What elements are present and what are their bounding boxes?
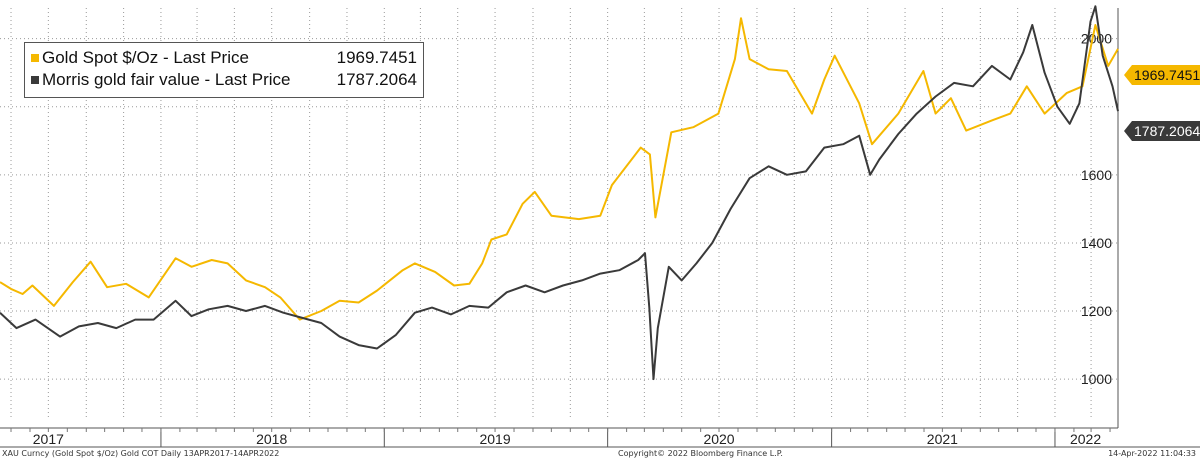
chart-legend: Gold Spot $/Oz - Last Price 1969.7451 Mo… (24, 42, 424, 98)
x-tick-label: 2018 (256, 431, 287, 447)
legend-swatch-morris (31, 76, 39, 84)
legend-entry-gold-spot: Gold Spot $/Oz - Last Price 1969.7451 (31, 47, 417, 69)
footer-copyright: Copyright© 2022 Bloomberg Finance L.P. (618, 449, 783, 458)
y-tick-label: 1200 (1081, 303, 1112, 319)
x-tick-label: 2020 (703, 431, 734, 447)
last-price-tag-gold-spot: 1969.7451 (1124, 65, 1200, 85)
footer-timestamp: 14-Apr-2022 11:04:33 (1108, 449, 1196, 458)
x-tick-label: 2017 (33, 431, 64, 447)
chart-series (0, 5, 1119, 381)
last-price-tag-morris: 1787.2064 (1124, 121, 1200, 141)
legend-value-gold-spot: 1969.7451 (336, 48, 417, 67)
legend-label-gold-spot: Gold Spot $/Oz - Last Price (42, 48, 249, 67)
y-tick-label: 1400 (1081, 235, 1112, 251)
legend-label-morris: Morris gold fair value - Last Price (42, 70, 291, 89)
legend-swatch-gold-spot (31, 54, 39, 62)
chart-axes: 1000 1200 1400 1600 2000 2017 2018 2019 2020 2021… (0, 8, 1200, 448)
footer-security-info: XAU Curncy (Gold Spot $/Oz) Gold COT Dai… (2, 449, 280, 458)
x-tick-label: 2022 (1070, 431, 1101, 447)
series-line-gold-spot (0, 17, 1119, 321)
y-tick-label: 2000 (1081, 31, 1112, 47)
legend-entry-morris: Morris gold fair value - Last Price 1787… (31, 69, 417, 91)
series-line-morris-fair-value (0, 5, 1119, 381)
y-tick-label: 1000 (1081, 371, 1112, 387)
y-tick-label: 1600 (1081, 167, 1112, 183)
x-tick-label: 2019 (479, 431, 510, 447)
x-tick-label: 2021 (927, 431, 958, 447)
legend-value-morris: 1787.2064 (336, 70, 417, 89)
